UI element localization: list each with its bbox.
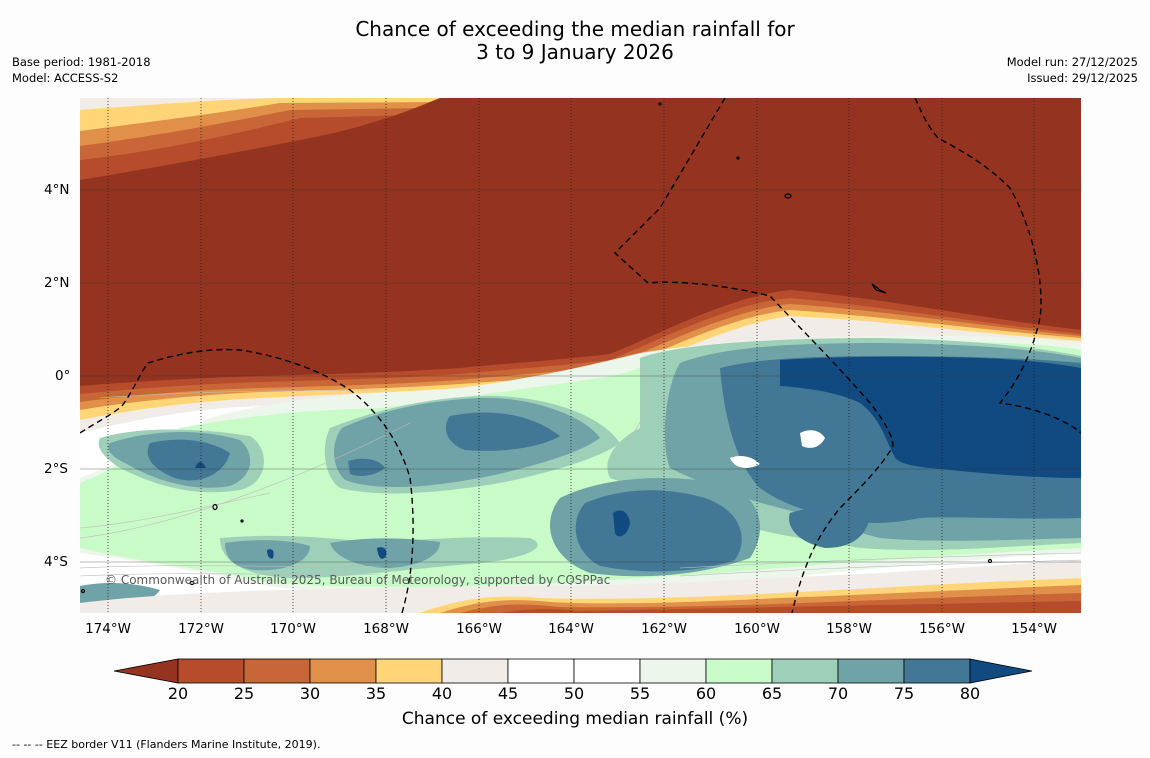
title-line-2: 3 to 9 January 2026 bbox=[476, 40, 674, 64]
colorbar-tick-label: 30 bbox=[299, 684, 321, 703]
lon-label-166w: 166°W bbox=[456, 621, 502, 637]
colorbar bbox=[113, 656, 1036, 690]
lat-label-2s: 2°S bbox=[44, 461, 68, 477]
colorbar-extend-low bbox=[113, 658, 179, 684]
colorbar-swatch bbox=[441, 658, 509, 684]
white-patch bbox=[730, 430, 825, 468]
model-name: Model: ACCESS-S2 bbox=[12, 71, 119, 85]
contour-lines bbox=[80, 362, 1081, 577]
islands bbox=[80, 102, 993, 594]
colorbar-tick-label: 75 bbox=[893, 684, 915, 703]
rainfall-map-svg bbox=[80, 98, 1081, 613]
meta-right: Model run: 27/12/2025 Issued: 29/12/2025 bbox=[1007, 54, 1138, 86]
colorbar-tick-label: 50 bbox=[563, 684, 585, 703]
colorbar-swatch bbox=[903, 658, 971, 684]
colorbar-swatch bbox=[705, 658, 773, 684]
colorbar-svg bbox=[113, 658, 1033, 684]
colorbar-swatch bbox=[771, 658, 839, 684]
lon-label-154w: 154°W bbox=[1011, 621, 1057, 637]
colorbar-tick-label: 40 bbox=[431, 684, 453, 703]
gridlines bbox=[80, 189, 1081, 563]
lat-label-4s: 4°S bbox=[44, 554, 68, 570]
lon-label-172w: 172°W bbox=[178, 621, 224, 637]
base-period: Base period: 1981-2018 bbox=[12, 55, 151, 69]
meridians bbox=[107, 98, 1035, 613]
colorbar-swatch bbox=[177, 658, 245, 684]
contour-20-25-south bbox=[500, 601, 1081, 613]
colorbar-tick-label: 20 bbox=[167, 684, 189, 703]
lat-label-4n: 4°N bbox=[44, 182, 70, 198]
lon-label-156w: 156°W bbox=[919, 621, 965, 637]
colorbar-swatch bbox=[639, 658, 707, 684]
eez-footnote: -- -- -- EEZ border V11 (Flanders Marine… bbox=[12, 738, 321, 751]
title-line-1: Chance of exceeding the median rainfall … bbox=[355, 17, 795, 41]
lon-label-174w: 174°W bbox=[85, 621, 131, 637]
colorbar-tick-label: 70 bbox=[827, 684, 849, 703]
model-run: Model run: 27/12/2025 bbox=[1006, 55, 1138, 69]
colorbar-tick-label: 80 bbox=[959, 684, 981, 703]
colorbar-swatch bbox=[375, 658, 443, 684]
lon-label-168w: 168°W bbox=[363, 621, 409, 637]
lat-label-2n: 2°N bbox=[44, 275, 70, 291]
colorbar-tick-label: 55 bbox=[629, 684, 651, 703]
colorbar-tick-label: 60 bbox=[695, 684, 717, 703]
colorbar-tick-label: 45 bbox=[497, 684, 519, 703]
lon-label-158w: 158°W bbox=[826, 621, 872, 637]
eez-borders bbox=[80, 98, 1081, 613]
colorbar-swatch bbox=[507, 658, 575, 684]
colorbar-swatch bbox=[243, 658, 311, 684]
meta-left: Base period: 1981-2018 Model: ACCESS-S2 bbox=[12, 54, 151, 86]
contour-below-20-north bbox=[80, 98, 1081, 386]
lon-label-170w: 170°W bbox=[270, 621, 316, 637]
contour-above-80 bbox=[195, 356, 1081, 559]
lon-label-164w: 164°W bbox=[548, 621, 594, 637]
colorbar-tick-label: 65 bbox=[761, 684, 783, 703]
colorbar-label: Chance of exceeding median rainfall (%) bbox=[401, 709, 749, 729]
issued-date: Issued: 29/12/2025 bbox=[1027, 71, 1138, 85]
lon-label-160w: 160°W bbox=[734, 621, 780, 637]
colorbar-swatch bbox=[573, 658, 641, 684]
lon-label-162w: 162°W bbox=[641, 621, 687, 637]
colorbar-tick-label: 35 bbox=[365, 684, 387, 703]
rainfall-map bbox=[80, 98, 1081, 613]
map-title: Chance of exceeding the median rainfall … bbox=[0, 18, 1150, 64]
contour-75-80 bbox=[147, 356, 1081, 572]
colorbar-tick-label: 25 bbox=[233, 684, 255, 703]
colorbar-swatch bbox=[837, 658, 905, 684]
colorbar-extend-high bbox=[969, 658, 1033, 684]
lat-label-equator: 0° bbox=[55, 368, 71, 384]
copyright-notice: © Commonwealth of Australia 2025, Bureau… bbox=[105, 573, 611, 587]
colorbar-swatch bbox=[309, 658, 377, 684]
